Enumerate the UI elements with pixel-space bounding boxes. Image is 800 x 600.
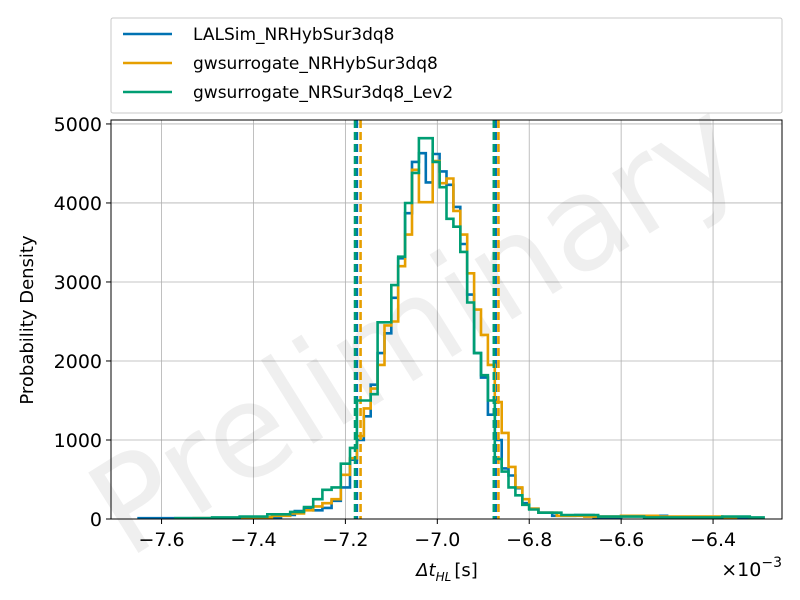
- series-layer: [137, 120, 765, 519]
- x-axis-scale-label: ×10−3: [721, 555, 782, 581]
- y-tick-label: 2000: [54, 351, 102, 373]
- x-tick-label: −6.4: [690, 529, 736, 551]
- y-tick-label: 5000: [54, 114, 102, 136]
- x-axis-scale-exp: −3: [761, 555, 782, 571]
- x-axis-label-main: Δt: [414, 560, 436, 581]
- x-axis-ticks: −7.6 −7.4 −7.2 −7.0 −6.8 −6.6 −6.4: [138, 519, 736, 551]
- y-tick-label: 4000: [54, 193, 102, 215]
- plot-frame: [110, 119, 783, 520]
- legend-box: [110, 17, 783, 114]
- legend-label: gwsurrogate_NRSur3dq8_Lev2: [193, 83, 453, 103]
- legend-label: LALSim_NRHybSur3dq8: [193, 25, 394, 45]
- histogram-series-3: [174, 136, 765, 519]
- legend-items: LALSim_NRHybSur3dq8 gwsurrogate_NRHybSur3…: [123, 25, 453, 103]
- x-tick-label: −7.2: [322, 529, 368, 551]
- x-tick-label: −6.8: [506, 529, 552, 551]
- legend: LALSim_NRHybSur3dq8 gwsurrogate_NRHybSur3…: [110, 17, 783, 114]
- x-axis-label: ΔtHL [s]: [414, 560, 478, 584]
- y-axis-ticks: 0 1000 2000 3000 4000 5000: [54, 114, 111, 531]
- x-axis-scale-base: ×10: [721, 559, 761, 581]
- x-tick-label: −6.6: [598, 529, 644, 551]
- x-tick-label: −7.0: [414, 529, 460, 551]
- y-tick-label: 0: [90, 509, 102, 531]
- y-axis-label: Probability Density: [17, 235, 38, 405]
- y-tick-label: 3000: [54, 272, 102, 294]
- x-axis-label-unit: [s]: [454, 560, 477, 581]
- x-tick-label: −7.6: [138, 529, 184, 551]
- y-tick-label: 1000: [54, 430, 102, 452]
- x-axis-label-sub: HL: [436, 570, 452, 584]
- x-tick-label: −7.4: [230, 529, 276, 551]
- legend-label: gwsurrogate_NRHybSur3dq8: [193, 54, 438, 74]
